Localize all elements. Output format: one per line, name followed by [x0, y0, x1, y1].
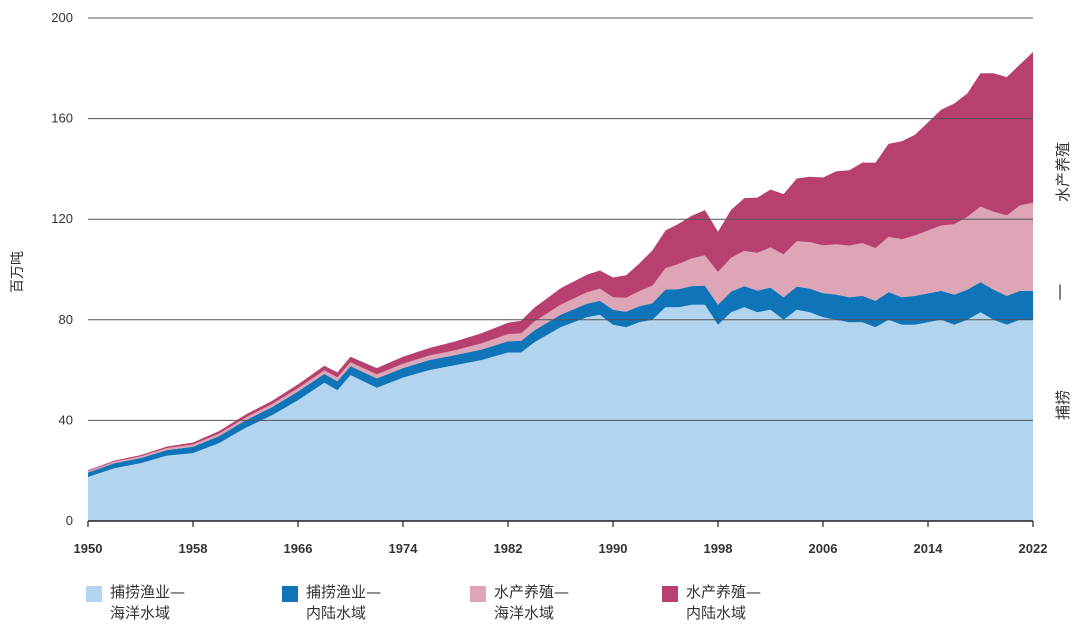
legend-label-line2: 海洋水域 [494, 604, 555, 622]
x-tick-label: 1974 [389, 541, 419, 556]
x-tick-label: 1950 [74, 541, 103, 556]
x-tick-label: 1998 [704, 541, 733, 556]
gridlines [88, 17, 1033, 522]
y-axis-label: 百万吨 [10, 251, 26, 293]
area-series-2 [88, 282, 1033, 477]
legend-item-capture-inland: 捕捞渔业— 内陆水域 [282, 582, 381, 624]
legend-item-capture-marine: 捕捞渔业— 海洋水域 [86, 582, 185, 624]
x-tick-label: 1966 [284, 541, 313, 556]
y-tick-label: 200 [51, 10, 73, 25]
x-tick-label: 2014 [914, 541, 944, 556]
legend-swatch [470, 586, 486, 602]
x-tick-label: 2022 [1019, 541, 1048, 556]
legend: 捕捞渔业— 海洋水域 捕捞渔业— 内陆水域 水产养殖— 海洋水域 水产养殖— 内陆水域 [0, 582, 1080, 632]
y-tick-label: 0 [66, 513, 73, 528]
legend-swatch [662, 586, 678, 602]
side-label-separator: | [1057, 282, 1062, 300]
area-series-4 [88, 52, 1033, 472]
x-tick-label: 1982 [494, 541, 523, 556]
legend-label-line1: 水产养殖— [686, 583, 762, 601]
x-tick-label: 1990 [599, 541, 628, 556]
legend-item-aquaculture-marine: 水产养殖— 海洋水域 [470, 582, 569, 624]
y-tick-label: 80 [59, 312, 73, 327]
legend-item-aquaculture-inland: 水产养殖— 内陆水域 [662, 582, 761, 624]
legend-label-line1: 捕捞渔业— [110, 583, 186, 601]
area-series-3 [88, 202, 1033, 473]
y-axis-ticks: 0 40 80 120 160 200 [51, 10, 73, 528]
x-tick-label: 1958 [179, 541, 208, 556]
legend-label-line2: 内陆水域 [306, 604, 367, 622]
y-tick-label: 40 [59, 412, 73, 427]
side-label-capture: 捕捞 [1054, 390, 1072, 420]
x-axis-ticks: 1950 1958 1966 1974 1982 1990 1998 2006 2014 2022 [74, 521, 1048, 556]
area-layers [88, 52, 1033, 521]
legend-label-line2: 内陆水域 [686, 604, 747, 622]
y-tick-label: 160 [51, 111, 73, 126]
legend-swatch [86, 586, 102, 602]
legend-label-line2: 海洋水域 [110, 604, 171, 622]
legend-swatch [282, 586, 298, 602]
y-tick-label: 120 [51, 211, 73, 226]
area-series-1 [88, 304, 1033, 521]
side-label-aquaculture: 水产养殖 [1054, 142, 1072, 202]
x-tick-label: 2006 [809, 541, 838, 556]
legend-label-line1: 水产养殖— [494, 583, 570, 601]
legend-label-line1: 捕捞渔业— [306, 583, 382, 601]
